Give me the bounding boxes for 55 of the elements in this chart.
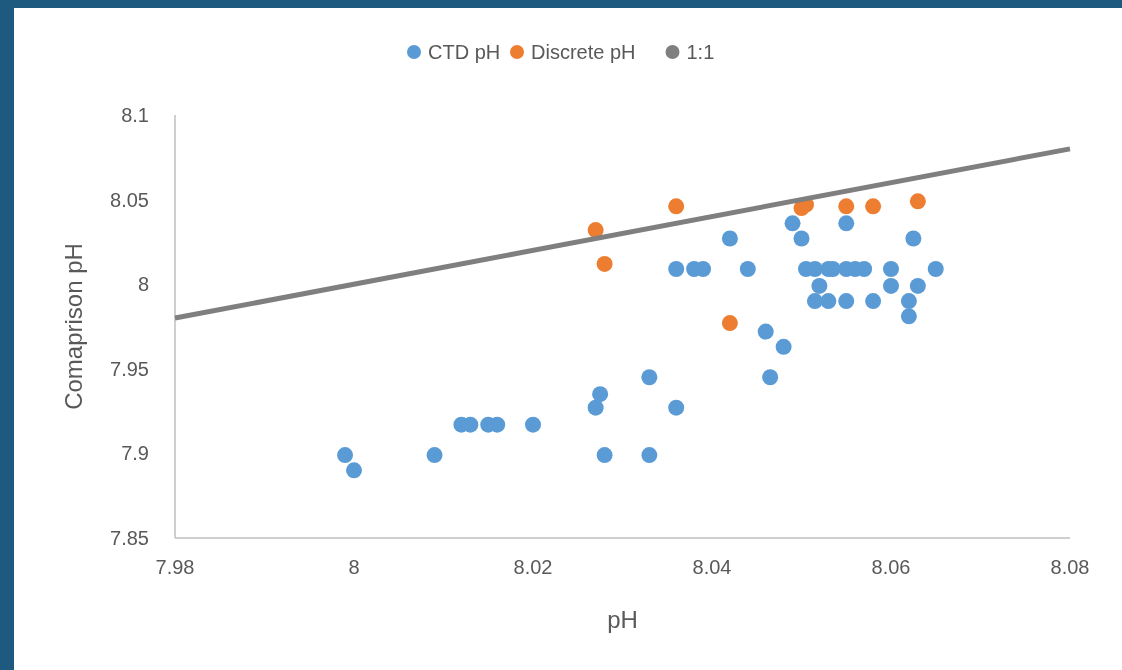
point [811,277,828,294]
point [592,386,609,403]
point [784,215,801,232]
point [721,230,738,247]
point [883,260,899,277]
x-axis-title: pH [607,606,638,633]
x-tick-label: 7.98 [155,556,195,578]
x-tick-label: 8 [348,556,360,578]
point [865,293,882,310]
point [641,369,658,386]
legend-label: Discrete pH [531,41,636,63]
point [838,293,855,310]
y-tick-label: 7.9 [121,442,149,465]
point [641,447,658,464]
point [739,260,756,277]
y-tick-label: 8 [137,273,149,296]
legend-label: CTD pH [428,41,501,63]
point [337,447,354,464]
point [838,215,855,232]
point [806,293,823,310]
point [426,447,443,464]
point [587,399,604,416]
point [762,369,779,386]
point [909,277,926,294]
legend-label: 1:1 [686,41,715,63]
point [587,222,604,239]
point [900,308,917,325]
point [793,230,810,247]
point [525,416,541,433]
x-tick-label: 8.06 [871,556,911,578]
y-tick-label: 8.05 [110,188,149,211]
point [775,338,792,355]
y-tick-label: 7.85 [110,527,149,549]
point [905,230,922,247]
x-tick-label: 8.04 [692,556,732,578]
y-axis-title: Comaprison pH [60,243,87,410]
point [927,260,944,277]
point [668,198,685,215]
point [820,293,837,310]
x-tick-label: 8.02 [513,556,553,578]
point [838,198,855,215]
point [721,315,738,332]
point [757,323,774,340]
point [883,277,899,294]
point [668,399,685,416]
point [346,462,362,479]
point [668,260,685,277]
point [900,293,917,310]
y-tick-label: 7.95 [110,357,149,380]
y-tick-label: 8.1 [121,104,149,126]
point [909,193,926,210]
point [865,198,882,215]
point [596,447,613,464]
point [596,255,613,272]
x-tick-label: 8.08 [1050,556,1090,578]
